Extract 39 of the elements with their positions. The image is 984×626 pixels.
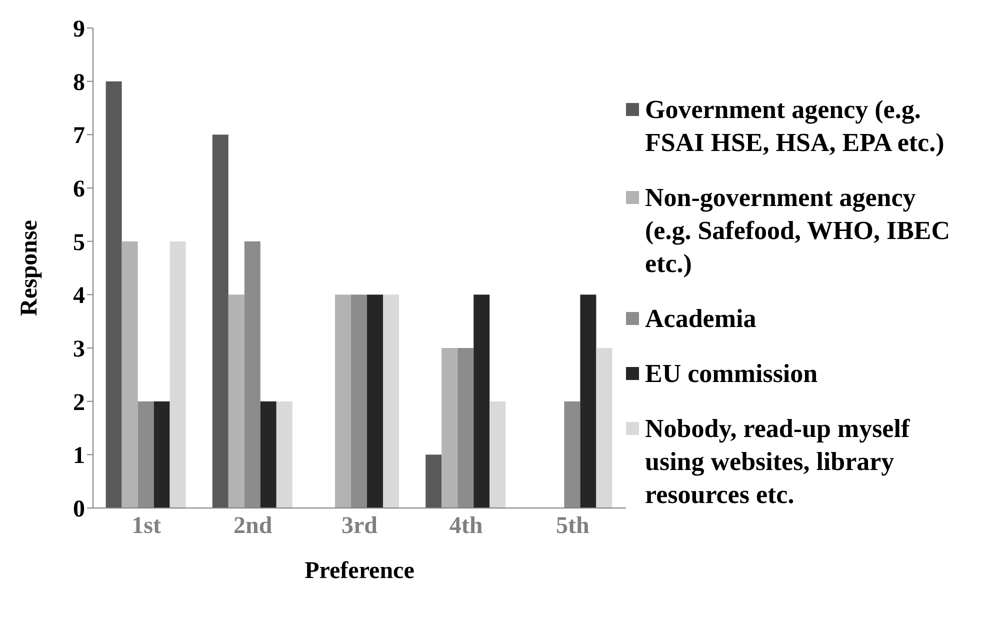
- bar: [442, 348, 458, 508]
- x-axis-title: Preference: [304, 558, 415, 584]
- bar: [580, 294, 596, 508]
- bar: [490, 401, 506, 508]
- y-tick-label: 1: [73, 443, 85, 470]
- bar: [596, 348, 612, 508]
- y-axis-title: Response: [16, 220, 43, 316]
- bar: [276, 401, 292, 508]
- x-tick-label: 3rd: [342, 513, 378, 540]
- bar: [228, 294, 244, 508]
- bar: [170, 241, 186, 508]
- bar: [382, 294, 399, 508]
- legend-label: EU commission: [645, 358, 818, 390]
- y-tick-label: 7: [73, 123, 85, 150]
- x-tick-label: 5th: [556, 513, 590, 540]
- bar: [212, 134, 228, 508]
- y-tick-label: 5: [73, 230, 85, 256]
- bar: [366, 294, 383, 508]
- legend-label: Academia: [645, 303, 756, 335]
- x-tick-label: 4th: [449, 513, 483, 540]
- bar: [426, 454, 442, 508]
- bar: [334, 294, 351, 508]
- bar: [106, 81, 122, 508]
- y-tick-label: 6: [73, 176, 85, 203]
- y-tick-label: 2: [73, 390, 85, 416]
- x-tick-label: 1st: [132, 513, 161, 540]
- bar: [122, 241, 138, 508]
- x-tick-label: 2nd: [234, 513, 273, 540]
- legend-label: Nobody, read-up myself using websites, library resources etc.: [645, 413, 911, 511]
- bar: [154, 401, 170, 508]
- y-tick-label: 0: [73, 496, 85, 523]
- bar: [260, 401, 276, 508]
- y-tick-label: 8: [73, 70, 85, 96]
- bar: [474, 294, 490, 508]
- legend-label: Government agency (e.g. FSAI HSE, HSA, EPA etc.): [645, 94, 946, 159]
- y-tick-label: 3: [73, 336, 85, 363]
- y-tick-label: 4: [73, 283, 85, 310]
- y-tick-label: 9: [73, 16, 85, 43]
- legend-label: Non-government agency (e.g. Safefood, WHO, IBEC etc.): [645, 182, 952, 280]
